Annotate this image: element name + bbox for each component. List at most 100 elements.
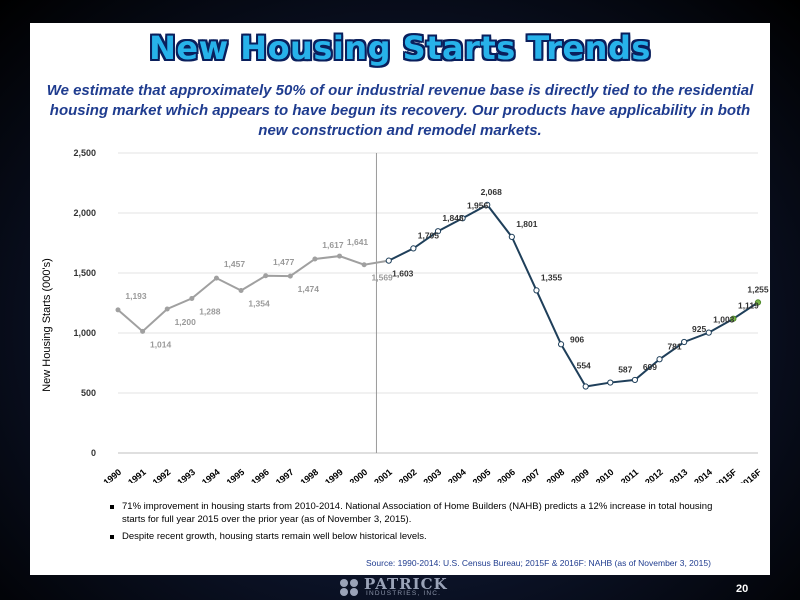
data-point (410, 245, 417, 252)
data-label: 1,288 (199, 306, 221, 316)
data-label: 925 (692, 324, 706, 334)
data-label: 1,003 (713, 315, 735, 325)
x-tick-label: 2002 (397, 467, 419, 483)
y-tick-label: 2,000 (73, 208, 96, 218)
data-point (115, 307, 121, 313)
data-point (730, 315, 737, 322)
data-point (607, 379, 614, 386)
data-label: 1,200 (175, 317, 197, 327)
data-point (434, 228, 442, 235)
data-label: 1,014 (150, 339, 172, 349)
x-tick-label: 2014 (692, 467, 714, 483)
x-tick-label: 2013 (668, 467, 690, 483)
data-point (189, 295, 195, 301)
x-tick-label: 2015F (713, 467, 739, 483)
x-tick-label: 1990 (102, 467, 124, 483)
data-label: 1,119 (738, 301, 759, 311)
data-label: 1,354 (248, 299, 270, 309)
data-label: 2,068 (481, 187, 503, 197)
data-point (140, 328, 146, 334)
data-point (681, 338, 688, 346)
data-point (213, 275, 219, 281)
x-tick-label: 1997 (274, 467, 296, 483)
bullet-item-2: Despite recent growth, housing starts re… (110, 531, 730, 544)
x-tick-label: 2006 (495, 467, 517, 483)
data-point (508, 233, 515, 240)
data-label: 1,477 (273, 257, 295, 267)
data-point (312, 256, 318, 262)
page-number: 20 (736, 583, 749, 595)
logo-text: PATRICK (364, 575, 448, 593)
data-point (656, 356, 663, 363)
x-tick-label: 2000 (348, 467, 370, 483)
data-label: 1,569 (372, 273, 394, 283)
x-tick-label: 2007 (520, 467, 542, 483)
data-point (164, 306, 170, 312)
data-label: 609 (643, 362, 657, 372)
data-point (361, 262, 367, 268)
data-label: 554 (577, 361, 591, 371)
data-point (557, 341, 565, 348)
data-point (459, 215, 466, 222)
data-point (484, 201, 491, 208)
data-label: 1,193 (125, 291, 147, 301)
data-point (582, 383, 589, 390)
x-tick-label: 1993 (175, 467, 197, 483)
x-tick-label: 1995 (225, 467, 247, 483)
series-line-historical (117, 255, 389, 333)
data-point (705, 329, 712, 336)
series-line-recent (388, 203, 759, 388)
data-label: 1,641 (347, 237, 369, 247)
data-label: 1,457 (224, 259, 246, 269)
y-tick-label: 500 (81, 388, 96, 398)
data-point (263, 273, 269, 279)
source-note: Source: 1990-2014: U.S. Census Bureau; 2… (366, 558, 711, 568)
y-tick-label: 0 (91, 448, 96, 458)
data-point (337, 253, 343, 259)
x-tick-label: 2001 (372, 467, 394, 483)
data-label: 1,956 (467, 200, 489, 210)
company-logo: PATRICK INDUSTRIES, INC. (330, 575, 470, 599)
x-tick-label: 2003 (422, 467, 444, 483)
housing-starts-chart: 0 500 1,000 1,500 2,000 2,500 1990 1991 1992 1993… (73, 148, 769, 483)
data-point (631, 376, 639, 384)
x-tick-label: 2004 (446, 467, 468, 483)
x-tick-label: 2008 (545, 467, 567, 483)
data-label: 1,801 (516, 219, 538, 229)
data-point (385, 257, 392, 264)
y-tick-label: 1,000 (73, 328, 96, 338)
x-tick-label: 2005 (471, 467, 493, 483)
y-tick-label: 1,500 (73, 268, 96, 278)
data-label: 1,603 (392, 269, 414, 279)
data-label: 781 (667, 341, 681, 351)
data-label: 906 (570, 334, 584, 344)
logo-mark-icon (340, 579, 358, 596)
logo-subtext: INDUSTRIES, INC. (366, 590, 442, 597)
data-label: 587 (618, 365, 632, 375)
data-label: 1,617 (322, 240, 344, 250)
x-tick-label: 2010 (594, 467, 616, 483)
data-label: 1,355 (541, 272, 563, 282)
y-tick-label: 2,500 (73, 148, 96, 158)
x-tick-label: 1991 (126, 467, 148, 483)
data-label: 1,255 (747, 284, 769, 294)
x-tick-label: 1992 (151, 467, 173, 483)
x-tick-label: 2011 (619, 467, 640, 483)
x-tick-label: 1998 (298, 467, 320, 483)
data-point (754, 299, 762, 306)
data-label: 1,474 (298, 284, 320, 294)
x-tick-label: 1999 (323, 467, 345, 483)
data-point (287, 273, 293, 279)
slide-title: New Housing Starts Trends (149, 29, 651, 67)
bullet-item-1: 71% improvement in housing starts from 2… (110, 501, 730, 526)
slide-canvas: New Housing Starts Trends We estimate th… (30, 23, 770, 575)
x-tick-label: 2012 (643, 467, 665, 483)
x-tick-label: 2009 (569, 467, 591, 483)
data-point (238, 288, 244, 294)
x-tick-label: 1994 (200, 467, 222, 483)
slide-subtitle: We estimate that approximately 50% of ou… (46, 82, 754, 139)
bullet-list: 71% improvement in housing starts from 2… (110, 501, 730, 549)
x-tick-label: 1996 (249, 467, 271, 483)
data-point (533, 287, 540, 294)
data-label: 1,848 (442, 213, 464, 223)
